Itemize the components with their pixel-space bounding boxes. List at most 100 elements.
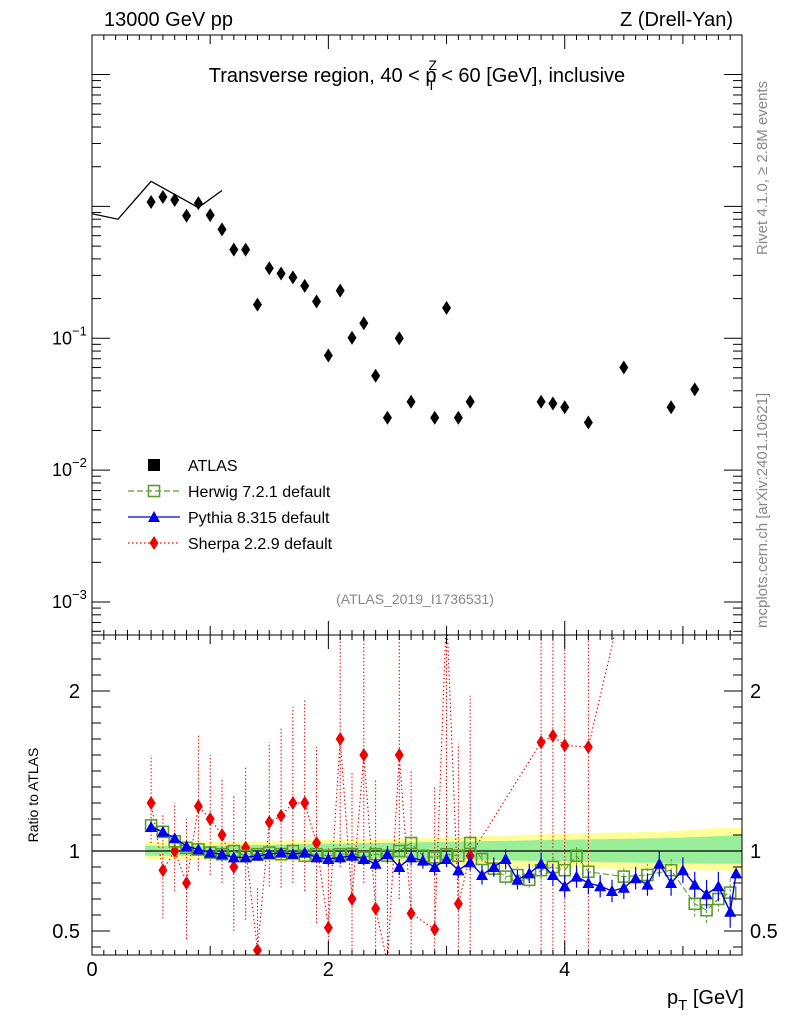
sherpa-ratio-marker: [241, 840, 251, 855]
plot-title-prefix: Transverse region, 40 < p: [209, 65, 437, 87]
sherpa-ratio-marker: [548, 728, 558, 743]
pythia-ratio-marker: [346, 849, 358, 861]
pythia-ratio-marker: [322, 853, 335, 864]
pythia-ratio-marker: [629, 872, 642, 884]
pythia-ratio-marker: [334, 851, 347, 863]
sherpa-ratio-marker: [453, 896, 463, 911]
pythia-ratio-marker: [428, 861, 441, 872]
sherpa-ratio-marker: [371, 901, 381, 916]
sherpa-main-marker: [430, 410, 440, 425]
sherpa-main-marker: [382, 410, 392, 425]
sherpa-ratio-marker: [182, 876, 192, 890]
sherpa-ratio-marker: [276, 808, 286, 823]
sherpa-ratio-marker: [217, 828, 227, 842]
sherpa-main-marker: [359, 316, 369, 331]
pythia-ratio-marker: [216, 848, 228, 860]
sherpa-main-marker: [465, 394, 475, 409]
pythia-ratio-marker: [700, 888, 713, 900]
main-y-tick-label: 10−1: [52, 323, 87, 348]
legend-label: Sherpa 2.2.9 default: [188, 536, 333, 553]
pythia-ratio-marker: [582, 877, 595, 888]
sherpa-ratio-marker: [560, 738, 570, 753]
pythia-ratio-marker: [180, 840, 193, 852]
ratio-y-tick-label: 1: [69, 841, 80, 863]
sherpa-main-marker: [300, 278, 310, 293]
sherpa-ratio-marker: [252, 943, 262, 955]
sherpa-main-marker: [264, 261, 274, 276]
pythia-ratio-marker: [653, 857, 666, 869]
pythia-ratio-marker: [310, 851, 323, 863]
sherpa-ratio-marker: [406, 906, 416, 921]
pythia-ratio-marker: [499, 853, 512, 864]
rivet-version-label: Rivet 4.1.0, ≥ 2.8M events: [754, 81, 771, 255]
pythia-ratio-marker: [570, 870, 583, 882]
herwig-ratio-marker: [475, 852, 489, 866]
main-panel: 10−310−210−1: [52, 34, 743, 636]
herwig-ratio-marker: [392, 844, 406, 858]
main-y-tick-label-base: 10: [52, 460, 72, 480]
pythia-ratio-marker: [452, 864, 465, 876]
herwig-ratio-marker: [404, 836, 418, 850]
sherpa-main-marker: [690, 382, 700, 397]
pythia-ratio-marker: [730, 867, 742, 879]
sherpa-ratio-marker: [158, 863, 168, 878]
pythia-ratio-marker: [168, 832, 181, 844]
herwig-ratio-marker: [452, 849, 465, 863]
sherpa-ratio-marker: [205, 812, 215, 826]
herwig-ratio-marker: [570, 849, 583, 863]
atlas-reference-curve: [92, 180, 223, 220]
pythia-ratio-marker: [275, 846, 288, 858]
sherpa-main-marker: [241, 242, 251, 257]
pythia-ratio-marker: [156, 825, 169, 837]
sherpa-ratio-marker: [323, 920, 333, 935]
sherpa-ratio-marker: [229, 860, 239, 874]
sherpa-main-marker: [453, 410, 463, 425]
pythia-ratio-marker: [688, 878, 701, 890]
x-tick-label: 2: [323, 959, 334, 981]
sherpa-main-marker: [394, 331, 404, 346]
pythia-ratio-marker: [381, 848, 394, 860]
pythia-ratio-marker: [511, 873, 524, 885]
main-y-tick-label-base: 10: [52, 592, 72, 612]
pythia-ratio-marker: [286, 848, 299, 860]
pythia-ratio-marker: [239, 851, 252, 863]
pythia-ratio-marker: [145, 821, 158, 832]
analysis-id: (ATLAS_2019_I1736531): [336, 591, 494, 607]
x-tick-label: 0: [86, 959, 97, 981]
pythia-ratio-marker: [440, 853, 453, 864]
sherpa-ratio-line: [150, 635, 616, 955]
herwig-ratio-marker: [463, 836, 477, 850]
pythia-ratio-marker: [617, 881, 630, 893]
ratio-y-tick-label-right: 2: [750, 681, 761, 703]
pythia-ratio-marker: [487, 861, 500, 872]
sherpa-ratio-marker: [359, 748, 369, 762]
ratio-y-tick-label: 2: [69, 681, 80, 703]
pythia-ratio-marker: [676, 864, 689, 876]
sherpa-ratio-marker: [583, 740, 593, 754]
sherpa-main-marker: [288, 270, 298, 285]
pythia-ratio-marker: [558, 880, 571, 892]
pythia-ratio-marker: [606, 885, 618, 896]
main-y-tick-label: 10−2: [52, 455, 87, 480]
x-axis-label-unit: [GeV]: [687, 987, 744, 1009]
mcplots-label: mcplots.cern.ch [arXiv:2401.10621]: [754, 393, 771, 628]
sherpa-main-marker: [371, 368, 381, 383]
pythia-ratio-marker: [227, 851, 240, 863]
x-axis-label: pT [GeV]: [667, 987, 744, 1014]
plot-title-suffix: < 60 [GeV], inclusive: [436, 65, 626, 87]
ratio-y-tick-label-right: 0.5: [750, 921, 778, 943]
sherpa-ratio-marker: [288, 796, 298, 810]
plot-title: Transverse region, 40 < pZ T < 60 [GeV], …: [209, 57, 625, 93]
main-y-tick-label-base: 10: [52, 328, 72, 348]
pythia-ratio-marker: [263, 848, 276, 860]
sherpa-main-marker: [252, 297, 262, 312]
sherpa-main-marker: [312, 294, 322, 309]
pythia-ratio-marker: [393, 861, 406, 872]
sherpa-main-marker: [619, 360, 629, 375]
sherpa-main-marker: [583, 415, 593, 430]
sherpa-main-marker: [323, 348, 333, 363]
legend-label: ATLAS: [188, 458, 238, 475]
main-y-tick-label-exp: −3: [72, 587, 87, 602]
pythia-ratio-marker: [405, 851, 418, 863]
x-axis-label-main: p: [667, 987, 678, 1009]
